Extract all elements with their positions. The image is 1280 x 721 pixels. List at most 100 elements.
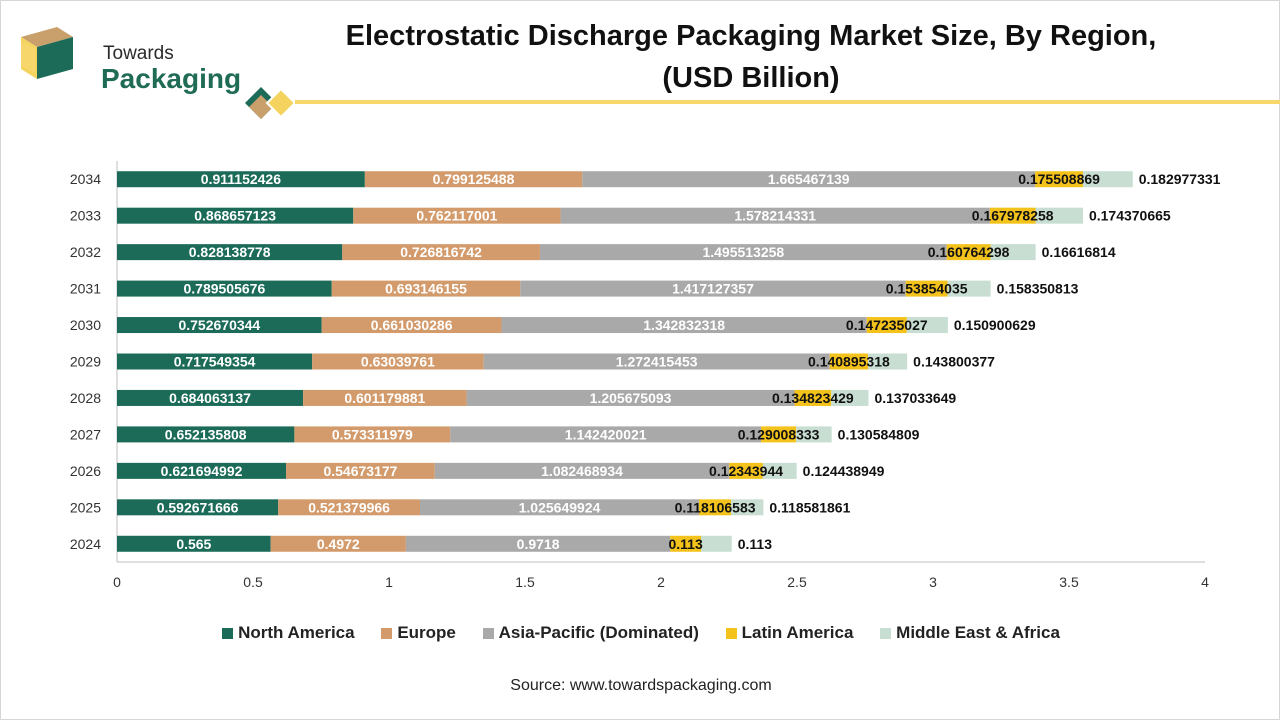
data-label-europe: 0.693146155 [385,281,467,297]
bar-north-america [117,499,279,516]
data-label-north-america: 0.592671666 [157,499,239,515]
bar-asia-pacific [560,207,990,224]
y-tick-label: 2028 [70,390,101,406]
data-label-europe: 0.661030286 [371,317,453,333]
y-tick-label: 2027 [70,426,101,442]
bar-middle-east-africa [731,499,764,516]
bar-europe [321,317,502,334]
chart-title-line2: (USD Billion) [662,62,840,94]
box-logo-icon [21,27,73,79]
bar-asia-pacific [466,389,795,406]
bar-middle-east-africa [947,280,991,297]
bar-middle-east-africa [762,462,797,479]
y-tick-label: 2034 [70,171,101,187]
data-label-asia-pacific: 1.025649924 [519,499,601,515]
x-tick-label: 1 [385,574,393,590]
chart-title-line1: Electrostatic Discharge Packaging Market… [345,20,1157,52]
bar-europe [364,171,583,188]
data-label-latin-america: 0.140895318 [808,354,890,370]
data-label-latin-america: 0.113 [668,536,702,552]
legend-swatch [880,627,892,639]
data-label-asia-pacific: 1.578214331 [734,208,816,224]
bar-europe [294,426,451,443]
divider-diamond-tan [249,95,273,119]
data-label-latin-america: 0.175508869 [1018,171,1100,187]
data-label-europe: 0.54673177 [323,463,397,479]
y-tick-label: 2025 [70,499,101,515]
data-label-asia-pacific: 1.205675093 [590,390,672,406]
bar-asia-pacific [450,426,762,443]
data-label-middle-east-africa: 0.174370665 [1089,208,1171,224]
data-label-middle-east-africa: 0.137033649 [874,390,956,406]
data-label-asia-pacific: 1.495513258 [702,244,784,260]
data-label-latin-america: 0.153854035 [886,281,968,297]
bar-latin-america [729,462,763,479]
y-tick-label: 2030 [70,317,101,333]
bar-europe [303,389,467,406]
bar-middle-east-africa [990,244,1036,261]
data-label-north-america: 0.789505676 [183,281,265,297]
bar-europe [331,280,521,297]
data-label-middle-east-africa: 0.158350813 [997,281,1079,297]
bar-north-america [117,317,322,334]
data-label-latin-america: 0.134823429 [772,390,854,406]
data-label-north-america: 0.828138778 [189,244,271,260]
chart-legend: North America Europe Asia-Pacific (Domin… [1,623,1280,644]
data-label-north-america: 0.565 [176,536,211,552]
bar-asia-pacific [434,462,730,479]
data-label-europe: 0.726816742 [400,244,482,260]
data-label-europe: 0.521379966 [308,499,390,515]
bar-asia-pacific [539,244,947,261]
x-tick-label: 3 [929,574,937,590]
legend-swatch [482,627,494,639]
legend-label: North America [238,623,355,642]
data-label-latin-america: 0.118106583 [675,499,756,515]
legend-label: Middle East & Africa [896,623,1060,642]
title-divider [245,87,1280,119]
data-label-north-america: 0.684063137 [169,390,251,406]
data-label-middle-east-africa: 0.113 [738,536,772,552]
bar-asia-pacific [420,499,699,516]
bar-asia-pacific [405,535,671,552]
bar-north-america [117,207,354,224]
bar-north-america [117,171,365,188]
data-label-middle-east-africa: 0.150900629 [954,317,1036,333]
data-label-latin-america: 0.160764298 [928,244,1010,260]
x-tick-label: 1.5 [515,574,535,590]
bar-latin-america [829,353,869,370]
x-tick-label: 2.5 [787,574,807,590]
data-label-north-america: 0.652135808 [165,426,247,442]
y-tick-label: 2033 [70,208,101,224]
bar-middle-east-africa [700,535,732,552]
bar-north-america [117,535,271,552]
data-label-middle-east-africa: 0.130584809 [838,426,920,442]
bar-latin-america [794,389,832,406]
bar-latin-america [698,499,732,516]
data-label-north-america: 0.911152426 [201,171,281,187]
legend-label: Europe [397,623,456,642]
bar-asia-pacific [483,353,830,370]
data-label-europe: 0.63039761 [361,354,435,370]
data-label-asia-pacific: 0.9718 [517,536,560,552]
bar-middle-east-africa [868,353,908,370]
bar-north-america [117,353,313,370]
bar-asia-pacific [501,317,867,334]
bar-latin-america [761,426,797,443]
brand-name-line1: Towards [103,43,174,64]
data-label-north-america: 0.717549354 [174,354,256,370]
x-tick-label: 2 [657,574,665,590]
legend-swatch [222,627,234,639]
data-label-middle-east-africa: 0.143800377 [913,354,995,370]
data-label-north-america: 0.752670344 [178,317,260,333]
bar-latin-america [1035,171,1083,188]
bar-europe [342,244,540,261]
brand-name-line2: Packaging [101,63,242,94]
legend-item-north-america: North America [222,623,355,643]
legend-swatch [725,627,737,639]
data-label-latin-america: 0.12343944 [709,463,783,479]
y-tick-label: 2026 [70,463,101,479]
legend-swatch [381,627,393,639]
data-label-north-america: 0.868657123 [194,208,276,224]
bar-latin-america [905,280,948,297]
y-tick-label: 2032 [70,244,101,260]
